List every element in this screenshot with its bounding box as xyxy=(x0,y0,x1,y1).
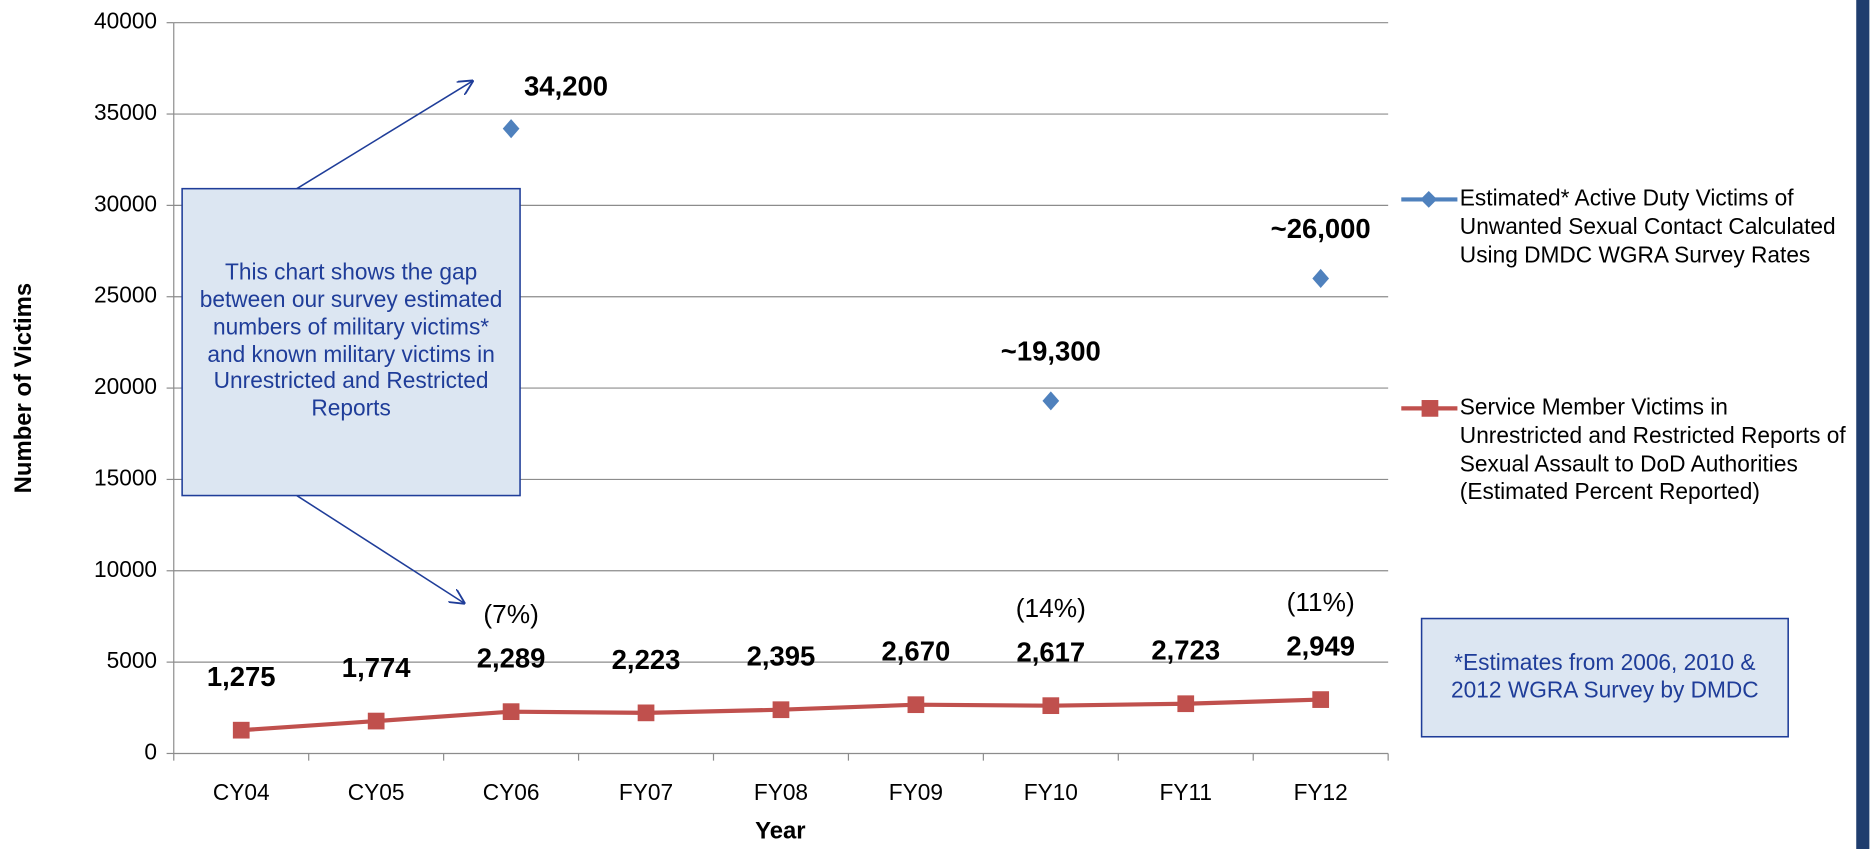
y-tick-label: 40000 xyxy=(94,8,157,34)
diamond-marker xyxy=(1312,268,1330,289)
square-marker xyxy=(502,703,520,721)
y-tick-label: 10000 xyxy=(94,556,157,582)
x-tick-label: FY09 xyxy=(889,779,943,805)
data-label: ~19,300 xyxy=(1001,335,1101,366)
square-marker xyxy=(1177,695,1195,713)
plot: 0 5000 10000 15000 20000 25000 30000 35000 40000… xyxy=(94,8,1389,805)
data-label: 1,774 xyxy=(342,652,411,683)
footnote-box xyxy=(1420,617,1789,738)
y-tick-label: 5000 xyxy=(107,647,157,673)
frame-edge xyxy=(1856,0,1870,849)
square-marker xyxy=(637,704,655,722)
x-tick-label: FY12 xyxy=(1294,779,1348,805)
square-marker xyxy=(772,701,790,719)
footnote-wrap: *Estimates from 2006, 2010 & 2012 WGRA S… xyxy=(1451,650,1759,703)
data-label: 2,949 xyxy=(1286,630,1355,661)
square-marker xyxy=(1042,697,1060,715)
data-label: 2,395 xyxy=(747,641,816,672)
data-label: 2,223 xyxy=(612,644,681,675)
y-tick-label: 20000 xyxy=(94,373,157,399)
data-label: 34,200 xyxy=(524,70,608,101)
x-tick-label: FY11 xyxy=(1160,779,1213,805)
square-marker xyxy=(1312,691,1330,708)
x-tick-label: FY07 xyxy=(619,779,673,805)
legend-entry: Service Member Victims in Unrestricted a… xyxy=(1459,395,1846,506)
legend-marker xyxy=(1421,400,1439,417)
legend-entry: Estimated* Active Duty Victims of Unwant… xyxy=(1459,186,1836,269)
y-tick-label: 35000 xyxy=(94,99,157,125)
percent-label: (7%) xyxy=(483,599,538,629)
arrow xyxy=(296,494,464,603)
annotation-box xyxy=(181,187,521,497)
legend-entry-wrap: Service Member Victims in Unrestricted a… xyxy=(1459,395,1846,506)
square-marker xyxy=(367,712,385,730)
x-axis-label: Year xyxy=(755,818,805,845)
legend-entry-wrap: Estimated* Active Duty Victims of Unwant… xyxy=(1459,186,1836,269)
square-marker xyxy=(232,721,250,739)
y-tick-label: 30000 xyxy=(94,190,157,216)
legend-marker xyxy=(1420,191,1438,208)
data-label: 2,723 xyxy=(1151,635,1220,666)
footnote: *Estimates from 2006, 2010 & 2012 WGRA S… xyxy=(1451,650,1759,703)
x-tick-label: FY10 xyxy=(1024,779,1078,805)
x-tick-label: CY05 xyxy=(348,779,405,805)
data-label: 2,670 xyxy=(882,636,951,667)
data-label: 1,275 xyxy=(207,661,276,692)
y-tick-label: 0 xyxy=(144,738,157,764)
arrow xyxy=(296,81,473,190)
percent-label: (14%) xyxy=(1016,593,1086,623)
y-axis-label: Number of Victims xyxy=(10,283,37,494)
x-tick-label: CY06 xyxy=(483,779,540,805)
x-tick-label: FY08 xyxy=(754,779,808,805)
square-marker xyxy=(907,696,925,714)
data-label: 2,289 xyxy=(477,643,546,674)
data-label: ~26,000 xyxy=(1271,213,1371,244)
diamond-marker xyxy=(502,119,520,139)
percent-label: (11%) xyxy=(1287,587,1355,617)
x-tick-label: CY04 xyxy=(213,779,270,805)
annotation-wrap: This chart shows the gap between our sur… xyxy=(199,260,503,422)
diamond-marker xyxy=(1042,391,1060,411)
data-label: 2,617 xyxy=(1016,637,1085,668)
annotation: This chart shows the gap between our sur… xyxy=(199,260,503,422)
y-tick-label: 25000 xyxy=(94,282,157,308)
y-tick-label: 15000 xyxy=(94,464,157,490)
